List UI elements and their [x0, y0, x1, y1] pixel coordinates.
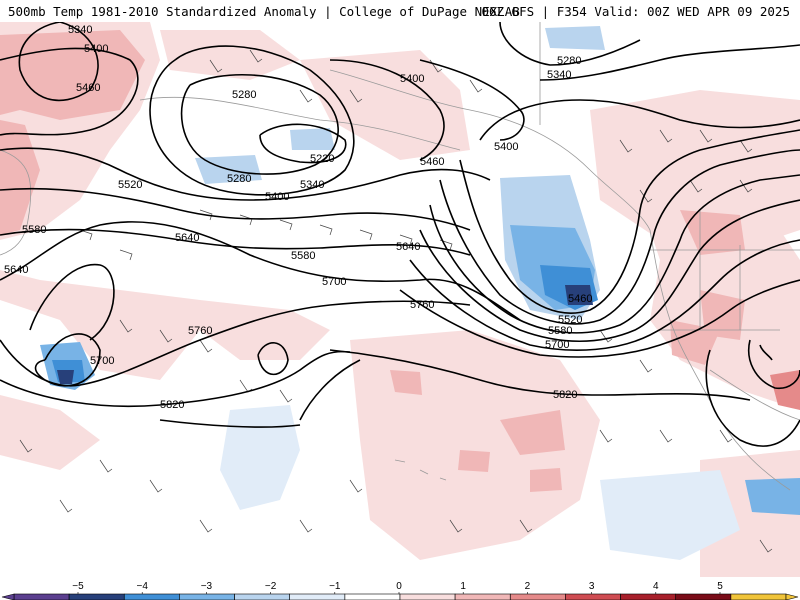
contour-label: 5640: [175, 232, 199, 244]
contour-label: 5700: [322, 276, 346, 288]
colorbar-swatch: [344, 593, 401, 600]
colorbar-tick-label: −4: [136, 581, 148, 592]
header: 500mb Temp 1981-2010 Standardized Anomal…: [0, 0, 800, 22]
colorbar-swatch: [399, 593, 456, 600]
contour-label: 5580: [22, 224, 46, 236]
contour-label: 5460: [568, 293, 592, 305]
cold-anomaly-shading: [40, 26, 800, 560]
colorbar-tick-label: 0: [396, 581, 402, 592]
colorbar-swatch: [675, 593, 732, 600]
contour-label: 5340: [547, 69, 571, 81]
contour-label: 5640: [396, 241, 420, 253]
height-contours: [0, 22, 800, 447]
contour-label: 5820: [160, 399, 184, 411]
contour-label: 5700: [545, 339, 569, 351]
anomaly-map: 5340 5400 5460 5520 5580 5640 5700 5760 …: [0, 22, 800, 577]
colorbar-swatch: [289, 593, 346, 600]
colorbar-tick-label: −3: [201, 581, 213, 592]
colorbar-tick-label: 3: [589, 581, 595, 592]
contour-label: 5280: [227, 173, 251, 185]
map-title: 500mb Temp 1981-2010 Standardized Anomal…: [8, 4, 520, 19]
contour-label: 5280: [557, 55, 581, 67]
contour-label: 5220: [310, 153, 334, 165]
colorbar-swatch: [179, 593, 235, 600]
colorbar-swatch: [620, 593, 676, 600]
contour-label: 5640: [4, 264, 28, 276]
contour-label: 5580: [291, 250, 315, 262]
contour-label: 5520: [118, 179, 142, 191]
contour-label: 5340: [300, 179, 324, 191]
contour-label: 5580: [548, 325, 572, 337]
contour-label: 5760: [410, 299, 434, 311]
contour-label: 5400: [494, 141, 518, 153]
colorbar-swatch: [730, 593, 787, 600]
colorbar-swatches: [1, 593, 799, 600]
colorbar-swatch: [68, 593, 125, 600]
contour-label: 5460: [76, 82, 100, 94]
colorbar-tick-label: 2: [525, 581, 531, 592]
colorbar-swatch: [509, 593, 566, 600]
contour-label: 5400: [84, 43, 108, 55]
colorbar-ticks: −5 −4 −3 −2 −1 0 1 2 3 4 5: [72, 581, 723, 594]
contour-label: 5820: [553, 389, 577, 401]
contour-label: 5400: [265, 191, 289, 203]
colorbar-tick-label: 5: [717, 581, 723, 592]
colorbar-tick-label: 4: [653, 581, 659, 592]
colorbar-swatch: [13, 593, 70, 600]
map-panel: 5340 5400 5460 5520 5580 5640 5700 5760 …: [0, 22, 800, 577]
contour-labels: 5340 5400 5460 5520 5580 5640 5700 5760 …: [4, 24, 592, 411]
contour-label: 5400: [400, 73, 424, 85]
colorbar-min-arrow: [1, 593, 15, 600]
contour-label: 5340: [68, 24, 92, 36]
colorbar: −5 −4 −3 −2 −1 0 1 2 3 4 5: [0, 577, 800, 600]
colorbar-swatch: [124, 593, 180, 600]
model-run-info: 06Z GFS | F354 Valid: 00Z WED APR 09 202…: [481, 4, 790, 19]
contour-label: 5700: [90, 355, 114, 367]
colorbar-max-arrow: [785, 593, 799, 600]
coastlines: [0, 22, 800, 491]
contour-label: 5460: [420, 156, 444, 168]
colorbar-swatch: [565, 593, 621, 600]
colorbar-svg: −5 −4 −3 −2 −1 0 1 2 3 4 5: [1, 581, 799, 600]
contour-label: 5760: [188, 325, 212, 337]
colorbar-tick-label: −2: [265, 581, 277, 592]
colorbar-tick-label: −1: [329, 581, 341, 592]
contour-label: 5280: [232, 89, 256, 101]
colorbar-swatch: [454, 593, 511, 600]
colorbar-swatch: [234, 593, 291, 600]
colorbar-tick-label: −5: [72, 581, 84, 592]
contour-label: 5520: [558, 314, 582, 326]
colorbar-tick-label: 1: [460, 581, 466, 592]
